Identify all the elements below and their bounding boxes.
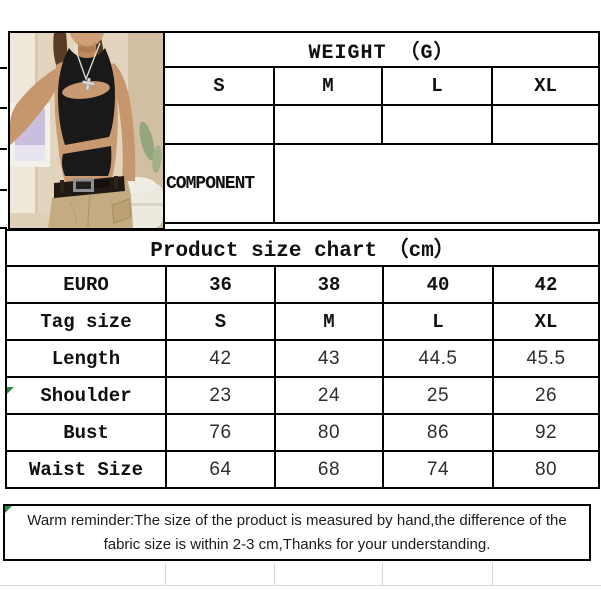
bust-l: 86	[382, 413, 494, 452]
faint-gridline	[382, 563, 383, 585]
product-size-chart: Product size chart （cm） EURO 36 38 40 42…	[4, 229, 601, 489]
row-label-length: Length	[5, 339, 167, 378]
component-label-cell: COMPONENT	[163, 143, 275, 224]
shoulder-xl: 26	[491, 376, 601, 415]
product-photo	[8, 31, 165, 230]
length-s: 42	[165, 339, 276, 378]
tag-size-s: S	[165, 302, 276, 341]
waist-l: 74	[382, 450, 494, 489]
faint-gridline	[0, 585, 601, 586]
row-gridline-tick	[0, 148, 7, 150]
cell-error-flag-icon	[7, 387, 14, 394]
row-gridline-tick	[0, 67, 7, 69]
length-xl: 45.5	[491, 339, 601, 378]
product-photo-illustration	[10, 33, 163, 229]
shoulder-s: 23	[165, 376, 276, 415]
warm-reminder-note: Warm reminder:The size of the product is…	[3, 504, 591, 561]
weight-value-xl	[490, 104, 601, 145]
table-row-shoulder: Shoulder 23 24 25 26	[5, 376, 601, 415]
length-l: 44.5	[382, 339, 494, 378]
faint-gridline	[165, 563, 166, 585]
row-label-shoulder: Shoulder	[5, 376, 167, 415]
row-label-tag-size: Tag size	[5, 302, 167, 341]
table-row-euro: EURO 36 38 40 42	[5, 265, 601, 304]
bust-xl: 92	[491, 413, 601, 452]
cell-error-flag-icon	[5, 506, 12, 513]
table-row-length: Length 42 43 44.5 45.5	[5, 339, 601, 378]
euro-36: 36	[165, 265, 276, 304]
row-label-euro: EURO	[5, 265, 167, 304]
row-gridline-tick	[0, 189, 7, 191]
weight-size-l: L	[381, 66, 493, 106]
weight-size-s: S	[163, 66, 275, 106]
waist-m: 68	[274, 450, 384, 489]
faint-gridline	[492, 563, 493, 585]
bust-s: 76	[165, 413, 276, 452]
weight-title-cell: WEIGHT （G）	[162, 31, 601, 68]
euro-42: 42	[491, 265, 601, 304]
tag-size-m: M	[274, 302, 384, 341]
faint-gridline	[274, 563, 275, 585]
table-row-waist-size: Waist Size 64 68 74 80	[5, 450, 601, 489]
component-value-cell	[272, 143, 601, 224]
length-m: 43	[274, 339, 384, 378]
table-row-tag-size: Tag size S M L XL	[5, 302, 601, 341]
row-gridline-tick	[0, 107, 7, 109]
row-label-waist-size: Waist Size	[5, 450, 167, 489]
weight-size-xl: XL	[490, 66, 601, 106]
size-chart-title: Product size chart （cm）	[4, 229, 601, 267]
shoulder-m: 24	[274, 376, 384, 415]
weight-table: WEIGHT （G） S M L XL COMPONENT	[162, 31, 601, 224]
waist-xl: 80	[491, 450, 601, 489]
waist-s: 64	[165, 450, 276, 489]
euro-38: 38	[274, 265, 384, 304]
row-label-bust: Bust	[5, 413, 167, 452]
tag-size-l: L	[382, 302, 494, 341]
weight-value-l	[381, 104, 493, 145]
weight-size-m: M	[273, 66, 383, 106]
weight-value-s	[163, 104, 275, 145]
shoulder-l: 25	[382, 376, 494, 415]
row-gridline-tick	[0, 227, 7, 229]
bust-m: 80	[274, 413, 384, 452]
euro-40: 40	[382, 265, 494, 304]
tag-size-xl: XL	[491, 302, 601, 341]
weight-value-m	[273, 104, 383, 145]
table-row-bust: Bust 76 80 86 92	[5, 413, 601, 452]
